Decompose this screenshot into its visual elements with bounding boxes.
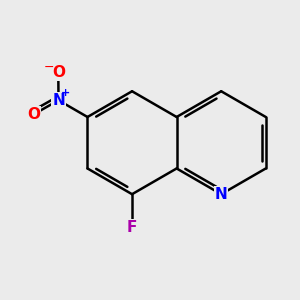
Text: F: F — [127, 220, 137, 235]
Text: O: O — [28, 106, 41, 122]
Text: O: O — [52, 65, 65, 80]
Text: +: + — [61, 88, 70, 98]
Text: −: − — [44, 61, 54, 74]
Text: N: N — [52, 93, 65, 108]
Text: N: N — [215, 187, 228, 202]
